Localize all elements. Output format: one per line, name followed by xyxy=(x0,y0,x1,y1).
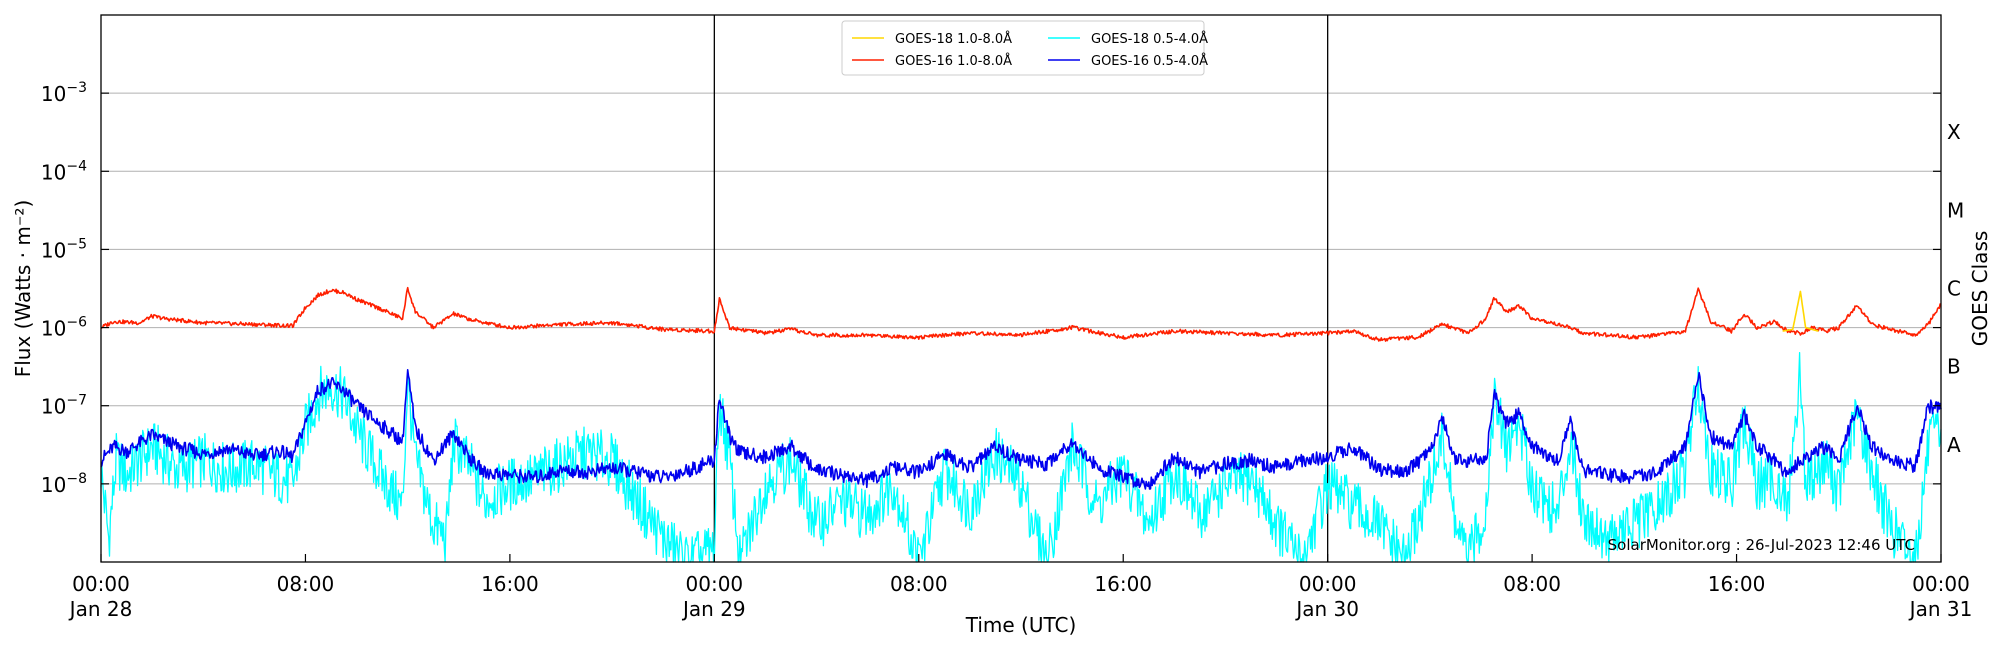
legend-label: GOES-16 1.0-8.0Å xyxy=(895,53,1012,69)
x-tick-time-label: 16:00 xyxy=(1094,572,1152,596)
y-tick-label: 10−3 xyxy=(41,80,87,106)
x-tick-time-label: 16:00 xyxy=(481,572,539,596)
y-axis-title-text: Flux (Watts · m⁻²) xyxy=(11,200,35,378)
x-tick-date-label: Jan 28 xyxy=(68,597,133,621)
series-line xyxy=(100,286,1941,342)
y-axis-title: Flux (Watts · m⁻²) xyxy=(11,200,35,378)
x-tick-time-label: 00:00 xyxy=(686,572,744,596)
legend-box xyxy=(841,20,1205,76)
y-tick-label: 10−8 xyxy=(41,471,87,497)
series-line xyxy=(100,368,1942,490)
x-tick-time-label: 08:00 xyxy=(1503,572,1561,596)
y-tick-label: 10−5 xyxy=(41,236,87,262)
day-divider-layer xyxy=(713,15,1329,562)
legend: GOES-18 1.0-8.0Å GOES-16 1.0-8.0Å GOES-18 … xyxy=(841,20,1208,76)
legend-label: GOES-18 1.0-8.0Å xyxy=(895,31,1012,47)
credit-text: SolarMonitor.org : 26-Jul-2023 12:46 UTC xyxy=(1608,536,1915,554)
series-line xyxy=(1782,290,1819,332)
goes-class-letter: M xyxy=(1947,198,1964,222)
series-line xyxy=(100,352,1942,563)
x-axis-title: Time (UTC) xyxy=(965,613,1077,637)
legend-label: GOES-16 0.5-4.0Å xyxy=(1091,53,1208,69)
x-tick-date-label: Jan 31 xyxy=(1908,597,1973,621)
y-tick-label: 10−7 xyxy=(41,393,87,419)
x-tick-time-label: 08:00 xyxy=(277,572,335,596)
x-tick-time-label: 00:00 xyxy=(1912,572,1970,596)
legend-label: GOES-18 0.5-4.0Å xyxy=(1091,31,1208,47)
x-tick-time-label: 00:00 xyxy=(72,572,130,596)
x-tick-time-label: 08:00 xyxy=(890,572,948,596)
x-tick-date-label: Jan 30 xyxy=(1294,597,1359,621)
goes-class-letter: B xyxy=(1947,355,1961,379)
goes-class-letter: A xyxy=(1947,433,1961,457)
plot-frame xyxy=(100,14,1942,563)
y-tick-label: 10−6 xyxy=(41,315,87,341)
grid-layer xyxy=(101,92,1941,485)
x-tick-date-label: Jan 29 xyxy=(681,597,746,621)
y2-axis-title: GOES Class xyxy=(1968,231,1992,347)
x-tick-time-label: 00:00 xyxy=(1299,572,1357,596)
goes-class-letter: X xyxy=(1947,120,1961,144)
goes-class-letter: C xyxy=(1947,277,1961,301)
series-layer xyxy=(100,286,1942,563)
x-tick-time-label: 16:00 xyxy=(1708,572,1766,596)
goes-class-labels: A B C M X xyxy=(1947,120,1964,457)
y-tick-label: 10−4 xyxy=(41,158,87,184)
